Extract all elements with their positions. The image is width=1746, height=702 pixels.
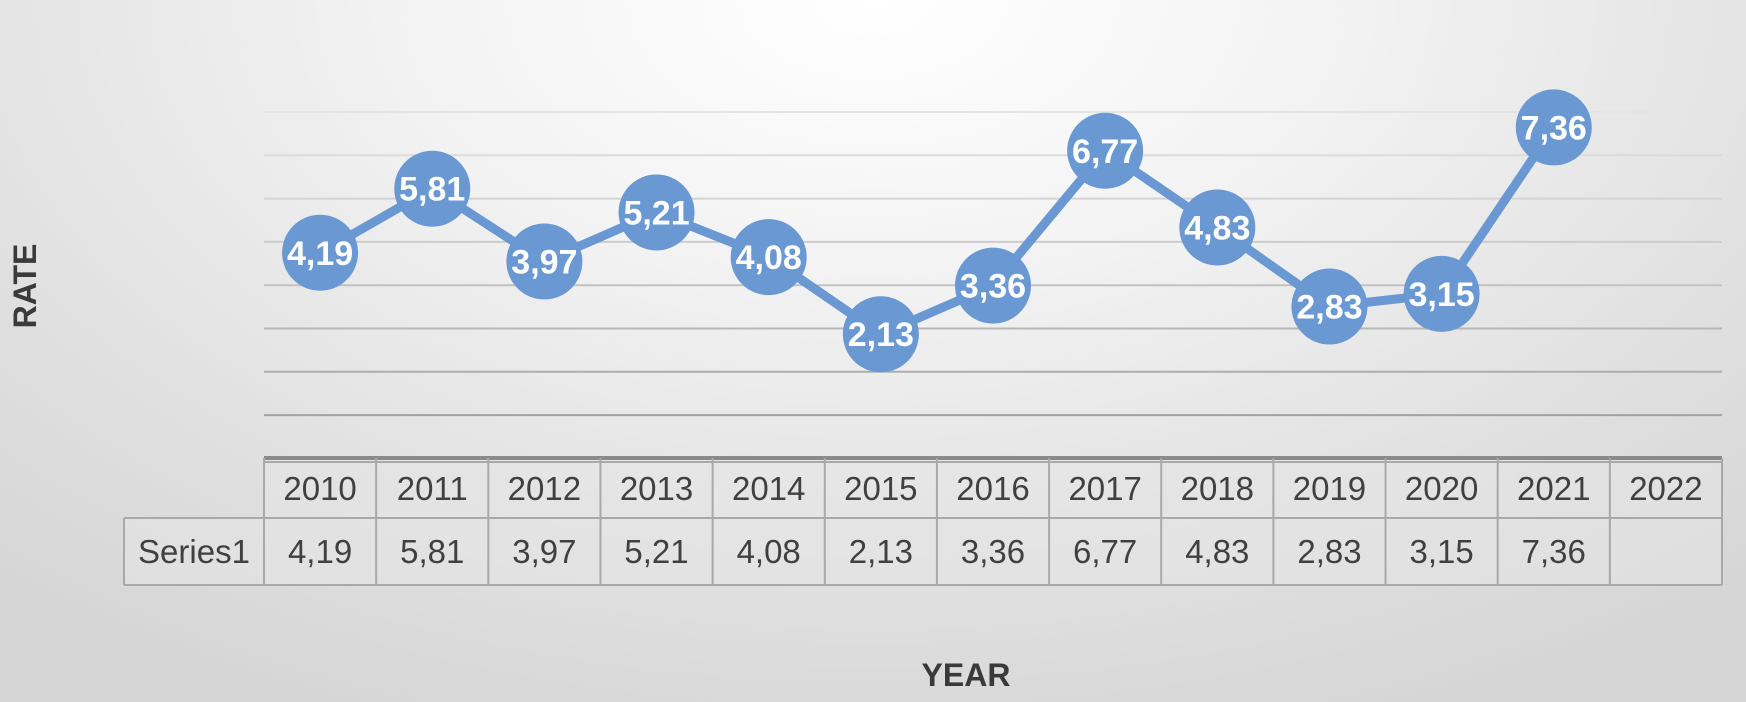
data-point bbox=[730, 219, 807, 296]
data-label: 7,36 bbox=[1521, 109, 1587, 147]
data-point bbox=[282, 214, 359, 291]
data-point bbox=[1179, 189, 1256, 266]
table-value-cell: 5,21 bbox=[624, 533, 688, 570]
data-label: 6,77 bbox=[1072, 133, 1138, 171]
data-label: 2,13 bbox=[848, 316, 914, 354]
data-label: 5,81 bbox=[399, 171, 465, 209]
x-tick-label: 2011 bbox=[397, 470, 468, 507]
table-value-cell: 4,08 bbox=[737, 533, 801, 570]
x-tick-label: 2022 bbox=[1629, 470, 1702, 507]
table-value-cell: 4,19 bbox=[288, 533, 352, 570]
table-value-cell: 3,36 bbox=[961, 533, 1025, 570]
data-label: 2,83 bbox=[1296, 289, 1362, 327]
table-value-cell: 4,83 bbox=[1185, 533, 1249, 570]
data-label: 4,83 bbox=[1184, 209, 1250, 247]
series-line-group bbox=[315, 122, 1559, 339]
x-tick-label: 2019 bbox=[1293, 470, 1366, 507]
data-point bbox=[955, 247, 1031, 324]
data-label: 3,97 bbox=[511, 243, 577, 281]
x-tick-label: 2017 bbox=[1068, 470, 1141, 507]
data-markers: 4,19 5,81 3,97 5,21 4,08 2,13 3,36 6,77 4,83 2,83… bbox=[282, 89, 1592, 373]
x-tick-label: 2018 bbox=[1181, 470, 1254, 507]
x-tick-label: 2021 bbox=[1517, 470, 1590, 507]
x-tick-label: 2014 bbox=[732, 470, 805, 507]
series-line bbox=[315, 122, 1559, 339]
y-axis-title: RATE bbox=[7, 244, 43, 329]
table-value-cell: 2,83 bbox=[1297, 533, 1361, 570]
data-point bbox=[394, 150, 471, 227]
data-point bbox=[842, 296, 919, 373]
data-point bbox=[1067, 112, 1144, 189]
data-point bbox=[506, 223, 583, 300]
data-label: 3,15 bbox=[1409, 276, 1475, 314]
x-tick-label: 2020 bbox=[1405, 470, 1478, 507]
data-table: 2010 2011 2012 2013 2014 2015 2016 2017 2018 2019… bbox=[123, 456, 1723, 586]
table-header-background bbox=[264, 458, 1722, 518]
data-point bbox=[1515, 89, 1592, 166]
table-row-background bbox=[124, 518, 1722, 585]
x-tick-label: 2016 bbox=[956, 470, 1029, 507]
x-tick-label: 2012 bbox=[508, 470, 581, 507]
x-tick-label: 2010 bbox=[283, 470, 356, 507]
table-value-cell: 3,15 bbox=[1409, 533, 1473, 570]
data-label: 4,19 bbox=[287, 235, 353, 273]
data-point bbox=[1403, 255, 1480, 332]
x-axis-title: YEAR bbox=[922, 657, 1011, 693]
table-value-cell: 5,81 bbox=[400, 533, 464, 570]
data-label: 5,21 bbox=[623, 194, 689, 232]
data-point bbox=[618, 174, 695, 251]
table-value-cell: 7,36 bbox=[1522, 533, 1586, 570]
data-label: 3,36 bbox=[960, 268, 1026, 306]
x-tick-label: 2013 bbox=[620, 470, 693, 507]
data-point bbox=[1291, 268, 1368, 345]
table-value-cell: 3,97 bbox=[512, 533, 576, 570]
data-label: 4,08 bbox=[736, 239, 802, 277]
table-value-cell: 6,77 bbox=[1073, 533, 1137, 570]
x-tick-label: 2015 bbox=[844, 470, 917, 507]
table-series-name: Series1 bbox=[138, 533, 250, 570]
table-value-cell: 2,13 bbox=[849, 533, 913, 570]
